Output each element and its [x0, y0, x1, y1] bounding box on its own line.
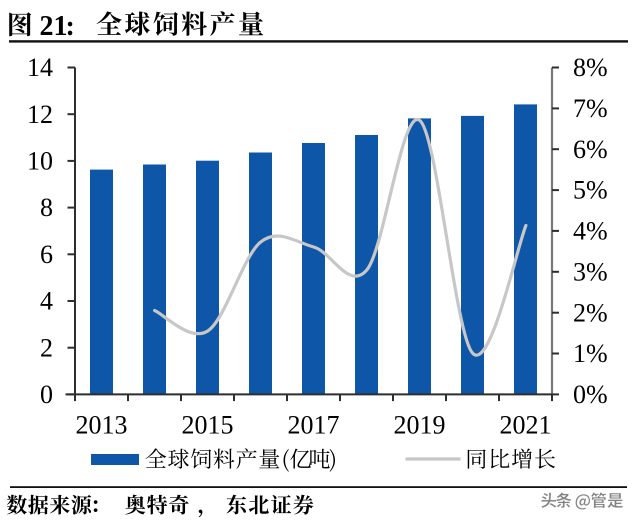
svg-text:1%: 1%	[573, 339, 608, 368]
svg-text::: :	[66, 11, 75, 42]
svg-text:2019: 2019	[394, 411, 446, 440]
svg-text:6: 6	[40, 240, 53, 269]
svg-text:2013: 2013	[76, 411, 128, 440]
svg-text:2021: 2021	[500, 411, 552, 440]
svg-text:4%: 4%	[573, 217, 608, 246]
svg-text:2015: 2015	[182, 411, 234, 440]
svg-text:8%: 8%	[573, 53, 608, 82]
svg-text:10: 10	[27, 147, 53, 176]
svg-text:6%: 6%	[573, 135, 608, 164]
svg-text:14: 14	[27, 53, 53, 82]
svg-text:2017: 2017	[288, 411, 340, 440]
svg-text:2: 2	[40, 333, 53, 362]
svg-text:21: 21	[40, 11, 68, 42]
svg-text:4: 4	[40, 287, 53, 316]
svg-text:12: 12	[27, 100, 53, 129]
svg-text:8: 8	[40, 193, 53, 222]
svg-text:0: 0	[40, 380, 53, 409]
svg-text:7%: 7%	[573, 94, 608, 123]
svg-text:0%: 0%	[573, 380, 608, 409]
svg-text:5%: 5%	[573, 176, 608, 205]
svg-text:2%: 2%	[573, 298, 608, 327]
svg-text:3%: 3%	[573, 257, 608, 286]
